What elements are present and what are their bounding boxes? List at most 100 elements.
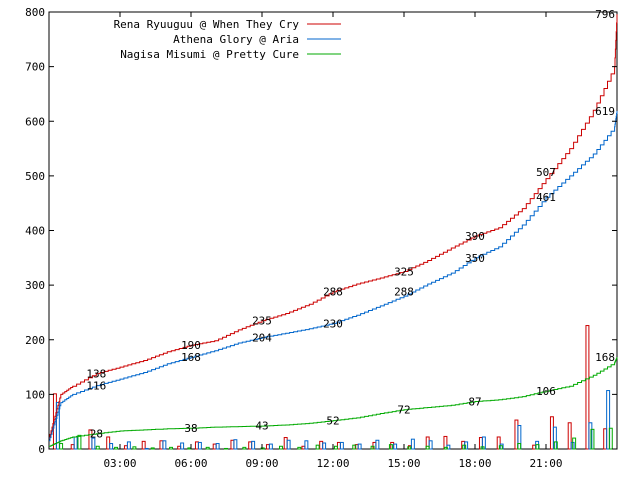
bar-2	[572, 437, 577, 450]
bar-2	[242, 446, 247, 450]
data-label: 507	[536, 166, 556, 179]
axis-ticks: 0 100 200 300 400 500 600 700 800 03:00 06:00 09:00…	[25, 6, 617, 470]
plot-frame	[48, 11, 618, 450]
bar-2	[407, 446, 412, 450]
bar-2	[297, 446, 302, 450]
data-label: 72	[397, 404, 410, 417]
bar-2	[370, 445, 375, 450]
bar-1	[304, 440, 309, 450]
x-tick-label: 03:00	[103, 457, 136, 470]
bar-2	[315, 444, 320, 450]
bar-0	[585, 325, 590, 450]
x-tick-label: 18:00	[458, 457, 491, 470]
data-label: 390	[465, 230, 485, 243]
bar-1	[215, 443, 220, 450]
series-line-0	[49, 14, 618, 439]
data-label: 204	[252, 332, 272, 345]
bar-1	[606, 390, 611, 450]
bar-1	[233, 439, 238, 450]
bar-2	[132, 446, 137, 450]
x-tick-label: 06:00	[174, 457, 207, 470]
bar-2	[333, 445, 338, 450]
bar-1	[268, 443, 273, 450]
data-label: 138	[86, 368, 106, 381]
y-tick-label: 300	[25, 279, 45, 292]
y-tick-label: 100	[25, 388, 45, 401]
data-label: 230	[323, 317, 343, 330]
bar-1	[588, 422, 593, 450]
series-line-2	[49, 357, 618, 447]
bar-1	[339, 441, 344, 450]
legend-label: Rena Ryuuguu @ When They Cry	[114, 18, 300, 31]
legend: Rena Ryuuguu @ When They Cry Athena Glory…	[114, 18, 341, 61]
data-label: 43	[255, 420, 268, 433]
bar-1	[410, 438, 415, 450]
bar-1	[126, 441, 131, 450]
bar-2	[77, 434, 82, 450]
legend-label: Nagisa Misumi @ Pretty Cure	[120, 48, 299, 61]
bar-1	[357, 443, 362, 450]
data-label: 168	[595, 351, 615, 364]
bar-2	[352, 444, 357, 450]
bar-2	[553, 441, 558, 450]
y-tick-label: 800	[25, 6, 45, 19]
data-label: 350	[465, 252, 485, 265]
bar-2	[260, 447, 265, 450]
bar-2	[425, 445, 430, 450]
bar-2	[95, 445, 100, 450]
bar-1	[251, 440, 256, 450]
bar-2	[205, 446, 210, 450]
data-label: 28	[90, 428, 103, 441]
bar-1	[393, 443, 398, 450]
data-label: 38	[184, 422, 197, 435]
bar-2	[590, 428, 595, 450]
bar-2	[388, 444, 393, 450]
bar-1	[375, 439, 380, 450]
y-tick-label: 700	[25, 61, 45, 74]
data-label: 106	[536, 385, 556, 398]
series-lines	[49, 14, 618, 447]
bar-2	[169, 446, 174, 450]
bar-2	[224, 447, 228, 450]
series-line-1	[49, 110, 618, 442]
bar-1	[109, 443, 114, 450]
bar-2	[517, 443, 522, 450]
data-label: 796	[595, 8, 615, 21]
data-label: 288	[323, 286, 343, 299]
bar-1	[428, 440, 433, 450]
legend-label: Athena Glory @ Aria	[173, 33, 299, 46]
bar-2	[150, 447, 155, 450]
y-tick-label: 0	[38, 443, 45, 456]
bar-1	[162, 440, 167, 450]
bar-2	[480, 446, 485, 450]
bar-2	[59, 443, 64, 450]
data-label: 235	[252, 315, 272, 328]
y-tick-label: 600	[25, 115, 45, 128]
bar-0	[567, 422, 572, 450]
bar-2	[498, 445, 503, 450]
bar-0	[141, 440, 146, 450]
bar-1	[55, 402, 60, 450]
bar-1	[73, 436, 78, 450]
bar-0	[496, 436, 501, 450]
bar-2	[443, 446, 448, 450]
data-label: 190	[181, 339, 201, 352]
x-tick-label: 09:00	[245, 457, 278, 470]
bar-1	[197, 441, 202, 450]
data-labels: 138 190 235 288 325 390 507 796 116 168 204 230 288 3…	[86, 8, 615, 441]
bar-0	[106, 436, 111, 450]
y-tick-label: 200	[25, 334, 45, 347]
data-label: 87	[468, 395, 481, 408]
bar-2	[535, 444, 540, 450]
data-label: 116	[86, 380, 106, 393]
data-label: 288	[394, 286, 414, 299]
data-label: 461	[536, 191, 556, 204]
data-label: 325	[394, 265, 414, 278]
bar-2	[279, 445, 283, 450]
hourly-bars	[52, 325, 613, 450]
data-label: 52	[326, 415, 339, 428]
bar-1	[322, 442, 327, 450]
data-label: 619	[595, 105, 615, 118]
bar-1	[180, 442, 185, 450]
